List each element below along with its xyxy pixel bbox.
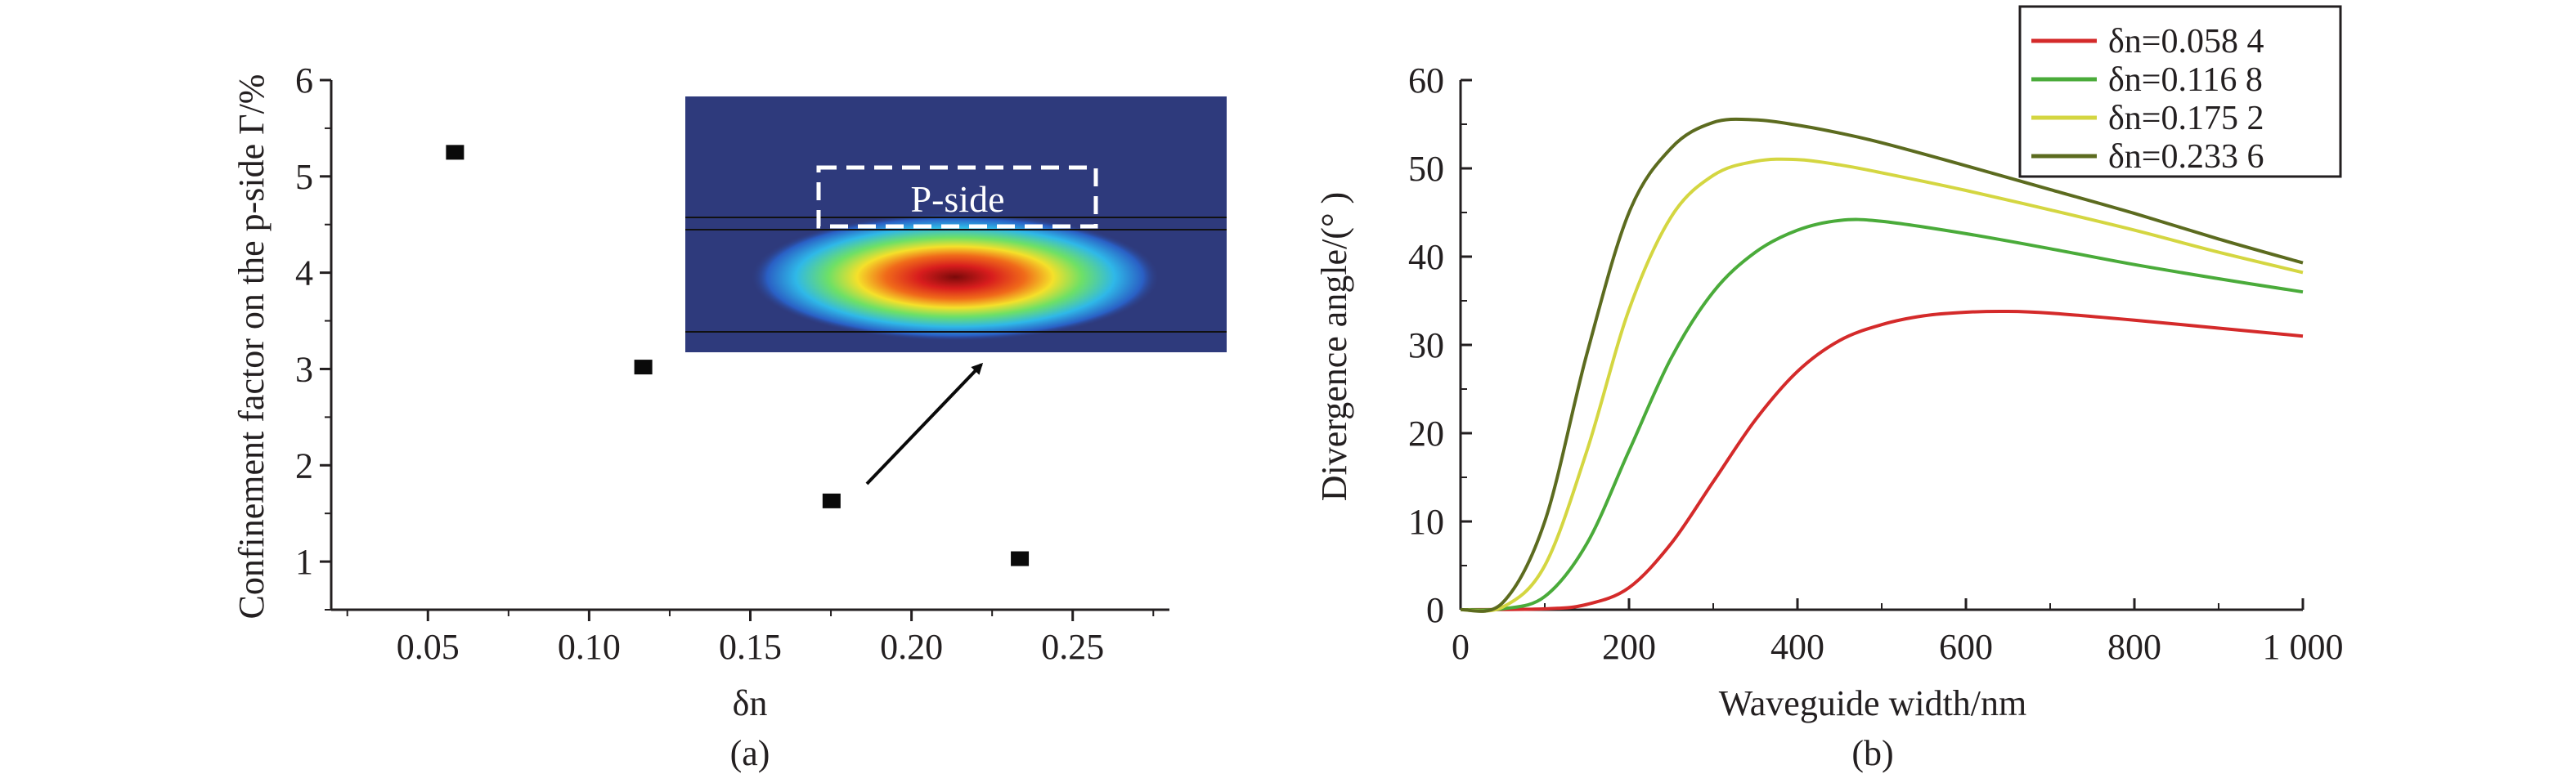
panel-b-x-axis-title: Waveguide width/nm bbox=[1719, 683, 2027, 723]
panel-a-y-axis-title: Confinement factor on the p-side Γ/% bbox=[231, 74, 272, 620]
panel-b-y-tick-label: 50 bbox=[1408, 149, 1444, 189]
panel-b-x-ticks: 0 200 400 600 800 1 000 bbox=[1452, 598, 2344, 667]
panel-b-line-chart: 0 200 400 600 800 1 000 0 10 20 30 40 50 60 δn=0.05… bbox=[1314, 5, 2344, 773]
panel-a-y-tick-label: 6 bbox=[295, 60, 313, 101]
panel-a-data-points bbox=[446, 145, 1030, 566]
panel-b-x-tick-label: 400 bbox=[1770, 627, 1824, 667]
panel-b-x-tick-label: 800 bbox=[2107, 627, 2161, 667]
series-line-1 bbox=[1460, 309, 2304, 611]
panel-a-x-tick-label: 0.10 bbox=[558, 627, 621, 667]
p-side-label: P-side bbox=[911, 178, 1005, 220]
panel-a-x-tick-label: 0.20 bbox=[880, 627, 943, 667]
legend-box bbox=[2018, 5, 2342, 178]
inset-pointer-arrow bbox=[865, 362, 984, 485]
panel-a-data-point bbox=[822, 493, 841, 508]
panel-b-y-tick-label: 10 bbox=[1408, 502, 1444, 542]
panel-a-y-tick-label: 3 bbox=[295, 349, 313, 389]
legend-label-3: δn=0.175 2 bbox=[2108, 100, 2264, 137]
optical-mode-intensity bbox=[751, 213, 1160, 341]
panel-b-y-ticks: 0 10 20 30 40 50 60 bbox=[1408, 60, 1472, 630]
panel-b-label: (b) bbox=[1851, 733, 1893, 773]
panel-b-y-tick-label: 0 bbox=[1426, 590, 1444, 630]
legend-label-2: δn=0.116 8 bbox=[2108, 61, 2263, 99]
panel-b-y-tick-label: 20 bbox=[1408, 414, 1444, 454]
series-line-3 bbox=[1460, 157, 2304, 613]
panel-a-scatter-chart: 0.05 0.10 0.15 0.20 0.25 1 2 3 4 5 6 P-side δn Co… bbox=[231, 60, 1227, 773]
panel-a-x-tick-label: 0.05 bbox=[397, 627, 460, 667]
series-line-4 bbox=[1460, 117, 2304, 613]
panel-b-x-tick-label: 1 000 bbox=[2263, 627, 2344, 667]
legend-label-4: δn=0.233 6 bbox=[2108, 138, 2264, 176]
panel-b-x-tick-label: 600 bbox=[1939, 627, 1993, 667]
panel-a-x-tick-label: 0.25 bbox=[1041, 627, 1104, 667]
panel-a-data-point bbox=[1011, 551, 1030, 566]
panel-b-y-tick-label: 60 bbox=[1408, 60, 1444, 101]
panel-a-label: (a) bbox=[730, 733, 770, 773]
panel-b-x-tick-label: 200 bbox=[1602, 627, 1656, 667]
panel-b-x-tick-label: 0 bbox=[1452, 627, 1470, 667]
series-line-2 bbox=[1460, 217, 2304, 612]
p-side-dashed-box bbox=[816, 165, 1098, 229]
panel-a-y-tick-label: 2 bbox=[295, 445, 313, 485]
panel-a-data-point bbox=[446, 145, 464, 160]
panel-a-y-tick-label: 5 bbox=[295, 157, 313, 197]
field-profile-inset: P-side bbox=[685, 96, 1227, 352]
panel-a-x-ticks: 0.05 0.10 0.15 0.20 0.25 bbox=[346, 610, 1155, 667]
panel-b-series-lines bbox=[1460, 117, 2304, 613]
panel-a-x-axis-title: δn bbox=[733, 683, 768, 723]
panel-a-x-tick-label: 0.15 bbox=[719, 627, 782, 667]
panel-b-y-tick-label: 40 bbox=[1408, 237, 1444, 277]
panel-b-y-axis-title: Divergence angle/(° ) bbox=[1314, 192, 1354, 501]
panel-a-y-tick-label: 4 bbox=[295, 253, 313, 293]
panel-a-y-ticks: 1 2 3 4 5 6 bbox=[295, 60, 331, 611]
legend-label-1: δn=0.058 4 bbox=[2108, 23, 2264, 60]
panel-a-y-tick-label: 1 bbox=[295, 542, 313, 582]
panel-b-y-tick-label: 30 bbox=[1408, 325, 1444, 365]
panel-b-legend: δn=0.058 4δn=0.116 8δn=0.175 2δn=0.233 6 bbox=[2018, 5, 2342, 178]
panel-a-data-point bbox=[634, 360, 653, 375]
